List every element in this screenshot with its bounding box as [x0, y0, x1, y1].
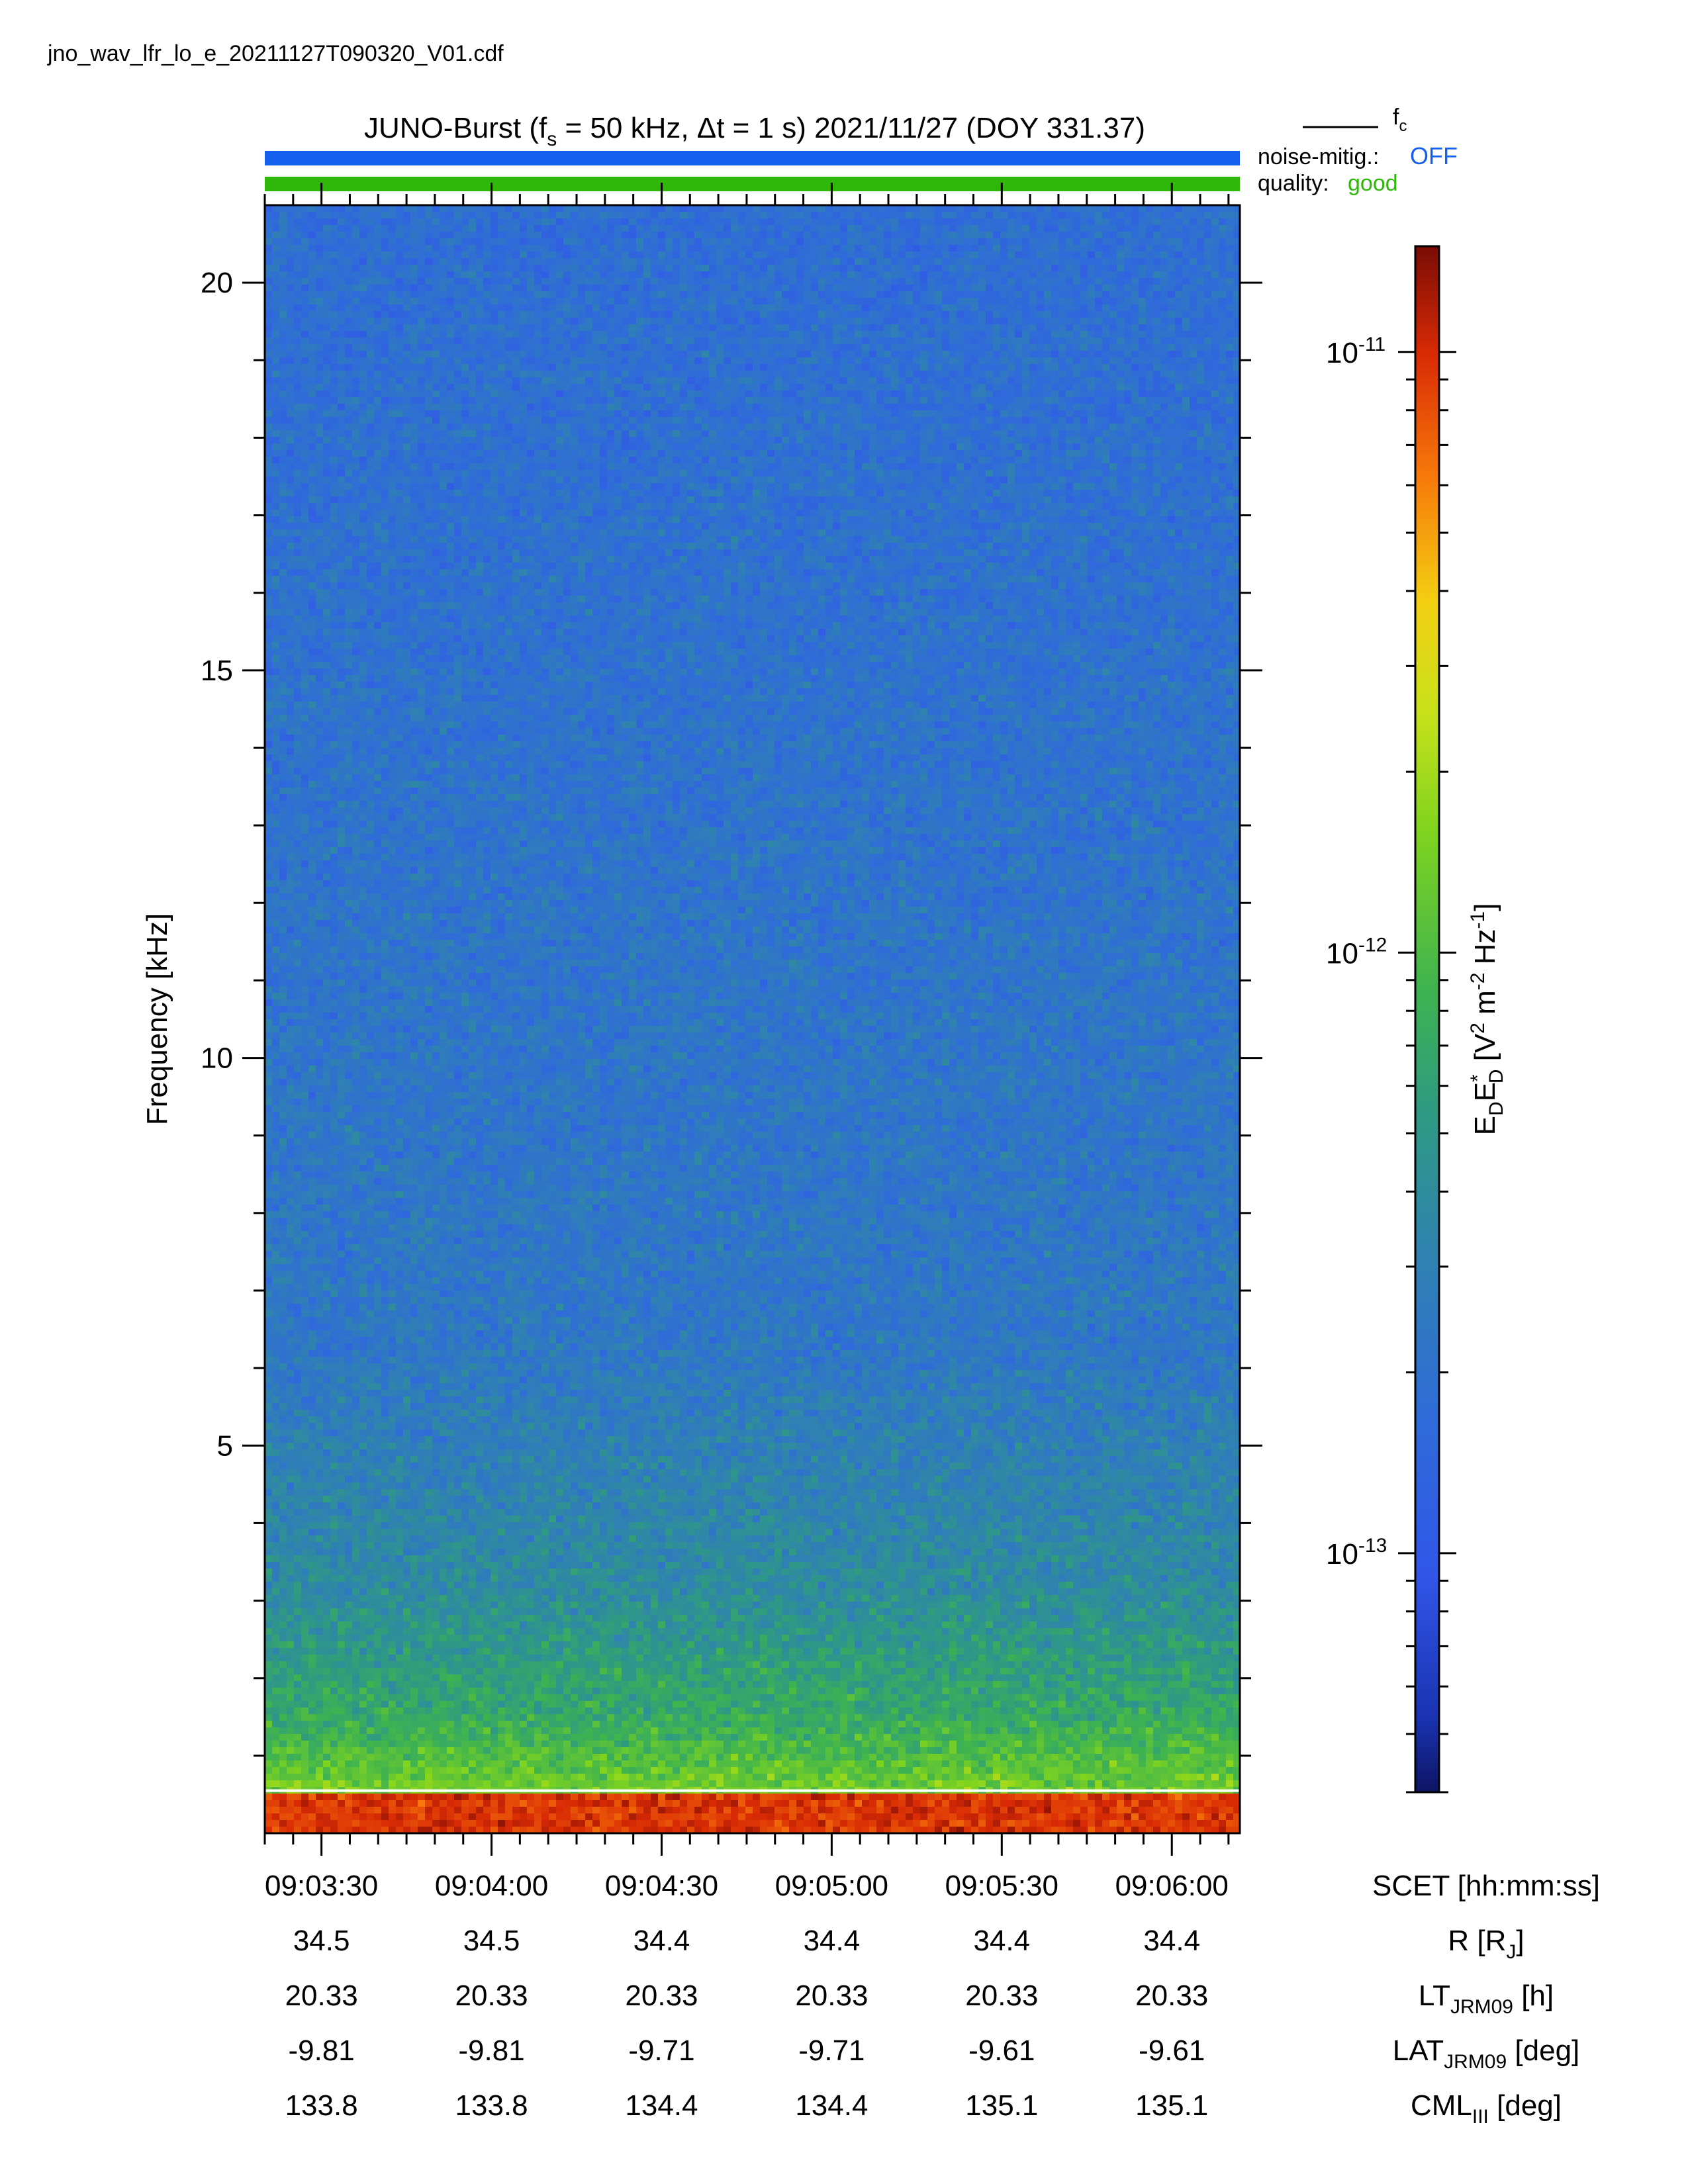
ephemeris-value: 34.4	[633, 1925, 690, 1957]
frequency-tick-label: 5	[217, 1430, 233, 1462]
ephemeris-value: -9.61	[968, 2034, 1035, 2067]
time-tick-label: 09:05:00	[775, 1870, 888, 1902]
ephemeris-value: -9.71	[628, 2034, 694, 2067]
ephemeris-value: 20.33	[455, 1979, 528, 2012]
time-tick-labels: 09:03:30 09:04:00 09:04:30 09:05:00 09:05:30…	[265, 1870, 1229, 1902]
frequency-axis-label: Frequency [kHz]	[141, 913, 173, 1125]
ephemeris-table: 34.5 34.5 34.4 34.4 34.4 34.4 R [RJ] 20.33 20.33…	[285, 1925, 1580, 2128]
time-tick-label: 09:04:00	[435, 1870, 548, 1902]
colorbar-tick-label: 10-13	[1326, 1535, 1387, 1570]
ephemeris-value: 20.33	[965, 1979, 1038, 2012]
noise-mitigation-value: OFF	[1410, 142, 1458, 169]
ephemeris-value: 20.33	[795, 1979, 868, 2012]
ephemeris-value: 20.33	[625, 1979, 698, 2012]
time-tick-label: 09:04:30	[605, 1870, 718, 1902]
ephemeris-value: 133.8	[285, 2089, 358, 2122]
frequency-tick-label: 15	[201, 655, 233, 687]
ephemeris-value: -9.81	[288, 2034, 354, 2067]
file-name: jno_wav_lfr_lo_e_20211127T090320_V01.cdf	[47, 41, 504, 66]
noise-mitigation-bar	[265, 151, 1240, 165]
ephemeris-value: 133.8	[455, 2089, 528, 2122]
plot-title: JUNO-Burst (fs = 50 kHz, Δt = 1 s) 2021/…	[364, 112, 1145, 150]
colorbar	[1415, 246, 1439, 1792]
quality-bar	[265, 177, 1240, 191]
ephemeris-value: -9.71	[798, 2034, 865, 2067]
quality-value: good	[1348, 171, 1398, 196]
ephemeris-row-label: R [RJ]	[1448, 1925, 1524, 1963]
time-tick-label: 09:03:30	[265, 1870, 378, 1902]
colorbar-tick-label: 10-12	[1326, 934, 1387, 970]
ephemeris-value: 134.4	[795, 2089, 868, 2122]
colorbar-tick-label: 10-11	[1326, 334, 1385, 369]
time-tick-label: 09:06:00	[1115, 1870, 1229, 1902]
frequency-tick-label: 20	[201, 267, 233, 299]
time-tick-label: 09:05:30	[945, 1870, 1058, 1902]
ephemeris-value: 34.4	[804, 1925, 861, 1957]
ephemeris-row-label: LTJRM09 [h]	[1419, 1979, 1554, 2018]
spectrogram-heatmap	[265, 205, 1240, 1833]
ephemeris-value: 34.4	[1143, 1925, 1200, 1957]
ephemeris-row-label: CMLIII [deg]	[1411, 2089, 1562, 2128]
quality-label: quality:	[1258, 171, 1329, 196]
ephemeris-value: 134.4	[625, 2089, 698, 2122]
ephemeris-value: 20.33	[1135, 1979, 1208, 2012]
ephemeris-value: 20.33	[285, 1979, 358, 2012]
ephemeris-value: 135.1	[965, 2089, 1038, 2122]
ephemeris-value: 34.5	[463, 1925, 520, 1957]
ephemeris-value: -9.61	[1139, 2034, 1205, 2067]
fc-legend-label: fc	[1393, 105, 1407, 135]
time-axis-label: SCET [hh:mm:ss]	[1372, 1870, 1600, 1902]
colorbar-label: EDE*D [V2 m-2 Hz-1]	[1467, 903, 1507, 1136]
ephemeris-row-label: LATJRM09 [deg]	[1393, 2034, 1580, 2073]
frequency-tick-label: 10	[201, 1042, 233, 1075]
noise-mitigation-label: noise-mitig.:	[1258, 144, 1379, 169]
ephemeris-value: 34.5	[293, 1925, 350, 1957]
ephemeris-value: 34.4	[973, 1925, 1030, 1957]
ephemeris-value: 135.1	[1135, 2089, 1208, 2122]
ephemeris-value: -9.81	[458, 2034, 524, 2067]
